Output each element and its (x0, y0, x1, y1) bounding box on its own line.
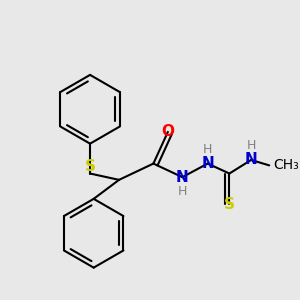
Text: N: N (245, 152, 257, 167)
Text: S: S (85, 159, 96, 174)
Text: N: N (176, 169, 189, 184)
Text: O: O (161, 124, 174, 140)
Text: H: H (203, 142, 212, 156)
Text: H: H (178, 185, 187, 198)
Text: S: S (224, 197, 235, 212)
Text: N: N (201, 156, 214, 171)
Text: H: H (246, 139, 256, 152)
Text: CH₃: CH₃ (274, 158, 299, 172)
